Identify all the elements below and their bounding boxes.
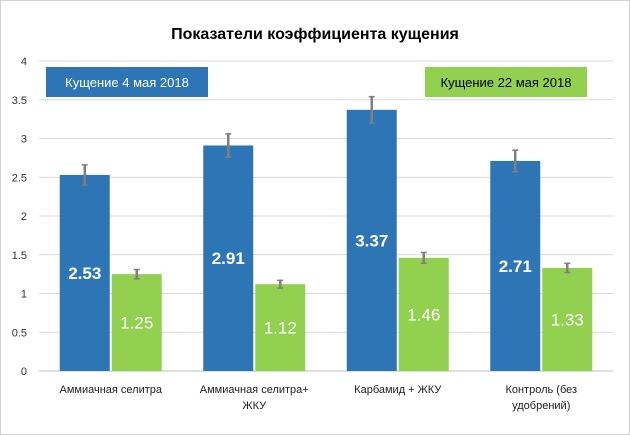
bar-may22 [255, 284, 306, 371]
x-category-label: Аммиачная селитра [59, 384, 162, 396]
data-label: 1.25 [120, 314, 153, 333]
legend-label: Кущение 4 мая 2018 [65, 75, 189, 90]
bar-may4 [203, 145, 254, 371]
y-tick-label: 4 [21, 56, 27, 68]
y-tick-label: 1.5 [12, 250, 27, 262]
y-tick-label: 3.5 [12, 95, 27, 107]
y-tick-label: 0.5 [12, 327, 27, 339]
data-label: 1.33 [551, 310, 584, 329]
x-category-label: удобрений) [512, 400, 570, 412]
legend-swatch-may4 [46, 67, 208, 97]
bar-may22 [542, 267, 593, 371]
legend-swatch-may22 [425, 67, 587, 97]
bar-may4 [59, 174, 110, 371]
legend-label: Кущение 22 мая 2018 [441, 75, 572, 90]
error-bars [81, 95, 571, 289]
x-category-label: Аммиачная селитра+ [200, 384, 309, 396]
bars [59, 109, 593, 371]
y-tick-label: 2.5 [12, 172, 27, 184]
x-axis-categories: Аммиачная селитра Аммиачная селитра+ ЖКУ Ка… [59, 384, 577, 412]
data-label: 1.46 [407, 305, 440, 324]
y-tick-label: 2 [21, 211, 27, 223]
y-tick-label: 0 [21, 366, 27, 378]
data-label: 2.71 [499, 257, 532, 276]
bar-may4 [490, 160, 541, 371]
legend: Кущение 4 мая 2018 Кущение 22 мая 2018 [46, 67, 587, 97]
chart-title: Показатели коэффициента кущения [171, 26, 459, 43]
data-label: 2.91 [212, 249, 245, 268]
x-category-label: ЖКУ [242, 400, 267, 412]
data-label: 1.12 [264, 319, 297, 338]
y-tick-label: 1 [21, 289, 27, 301]
data-label: 2.53 [68, 264, 101, 283]
x-category-label: Контроль (без [505, 384, 577, 396]
y-axis: 0 0.5 1 1.5 2 2.5 3 3.5 4 [12, 56, 27, 378]
bar-may22 [111, 274, 162, 371]
data-label: 3.37 [355, 231, 388, 250]
y-tick-label: 3 [21, 134, 27, 146]
bar-may22 [398, 257, 449, 371]
bar-may4 [346, 109, 397, 371]
value-labels: 2.53 1.25 2.91 1.12 3.37 1.46 2.71 1.33 [68, 231, 584, 337]
x-category-label: Карбамид + ЖКУ [354, 384, 442, 396]
